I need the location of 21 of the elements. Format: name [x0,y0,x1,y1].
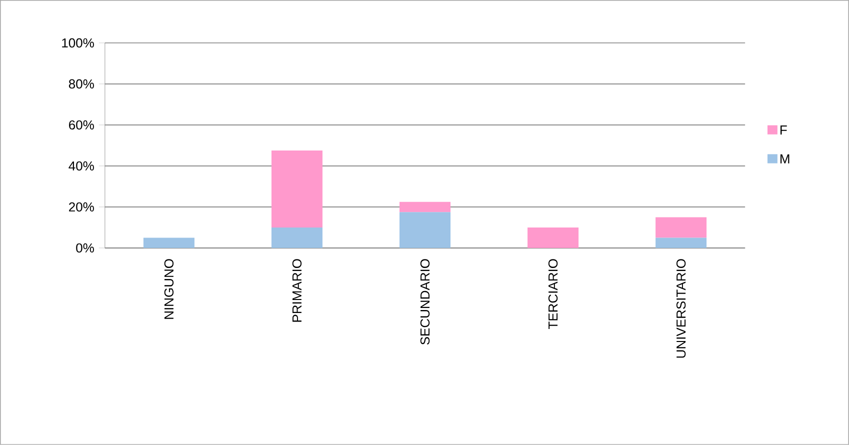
bar [399,212,451,248]
y-tick-label: 80% [68,79,94,89]
y-tick-label: 0% [76,243,94,253]
y-tick-label: 40% [68,161,94,171]
y-tick-label: 100% [62,38,94,48]
bar [399,202,451,212]
bar [271,150,322,228]
x-tick-label: SECUNDARIO [420,259,430,345]
y-tick-label: 60% [69,120,94,130]
x-tick-label: NINGUNO [164,259,174,319]
legend-label: F [780,126,787,135]
x-tick-label: PRIMARIO [292,259,302,322]
bar [656,238,707,248]
bar [143,238,194,248]
bar [271,227,322,248]
legend-label: M [780,154,790,164]
x-tick-label: TERCIARIO [548,259,558,330]
bar [656,217,707,238]
y-tick-label: 20% [69,202,94,212]
bar [528,227,579,248]
x-tick-label: UNIVERSITARIO [676,259,686,358]
